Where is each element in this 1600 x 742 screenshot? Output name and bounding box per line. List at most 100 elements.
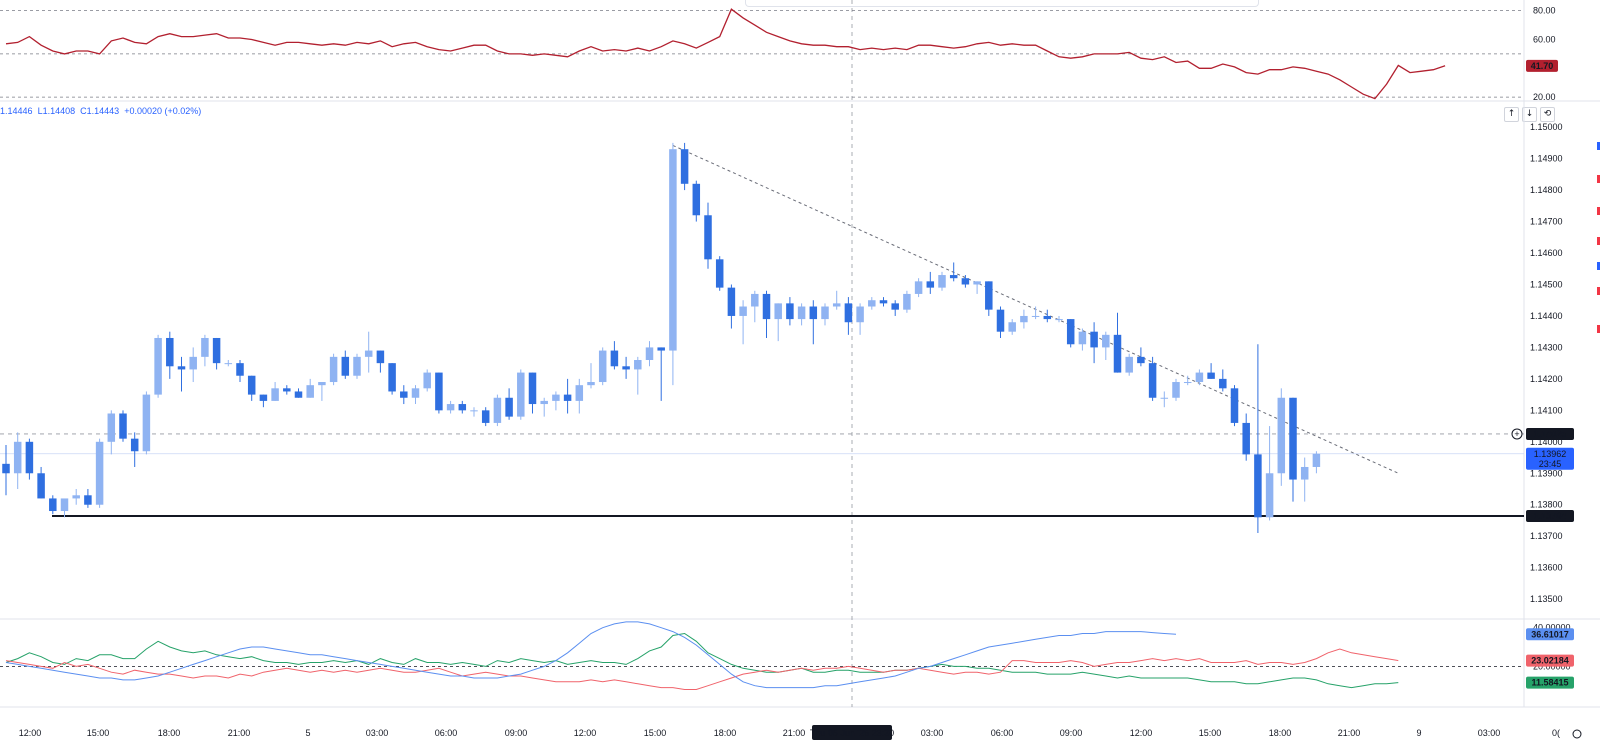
candle-body: [645, 347, 654, 360]
ohlc-legend: 1.14446 L1.14408 C1.14443 +0.00020 (+0.0…: [0, 106, 201, 116]
time-tick-label: 12:00: [1130, 728, 1153, 738]
plus-icon: +: [1514, 429, 1519, 439]
scale-marker: [1597, 325, 1600, 333]
candle-body: [762, 293, 771, 320]
time-tick-label: 15:00: [87, 728, 110, 738]
candle-body: [809, 306, 818, 320]
candle-body: [341, 356, 350, 376]
candle-body: [1090, 331, 1098, 348]
dmi-tick-label: 40.00000: [1533, 623, 1571, 633]
candle-body: [587, 382, 595, 386]
scale-marker: [1597, 207, 1600, 215]
candle-body: [388, 363, 396, 392]
crosshair-time-label: Thu 05 Jun '25 23:30: [810, 728, 894, 738]
candle-body: [154, 337, 162, 395]
candle-body: [1312, 453, 1321, 467]
candle-body: [493, 397, 502, 423]
candle-body: [973, 281, 981, 285]
candle-body: [481, 410, 490, 423]
candle-body: [247, 375, 256, 395]
support-price-label-bg: [1526, 510, 1574, 523]
candle-body: [1031, 315, 1040, 317]
candle-body: [1207, 372, 1215, 379]
candle-body: [1102, 334, 1110, 348]
candle-body: [985, 281, 993, 310]
support-price-label: 1.13764: [1534, 511, 1567, 521]
time-tick-label: 12:00: [19, 728, 42, 738]
candle-body: [60, 498, 69, 512]
candle-body: [376, 350, 385, 364]
candle-body: [563, 394, 572, 401]
dmi-value-label: 23.02184: [1531, 656, 1569, 666]
candle-body: [364, 350, 373, 357]
last-price-label: 1.13962: [1534, 449, 1567, 459]
candle-body: [903, 293, 911, 310]
price-tick-label: 1.13800: [1530, 500, 1563, 510]
candle-body: [2, 463, 10, 474]
move-pane-down-button[interactable]: ↓: [1522, 107, 1537, 122]
candle-body: [72, 495, 80, 499]
candle-body: [622, 366, 630, 370]
pane-controls: ↑ ↓ ⟲: [1504, 107, 1555, 122]
rsi-tick-label: 60.00: [1533, 34, 1556, 44]
candle-body: [996, 309, 1005, 332]
maximize-pane-button[interactable]: ⟲: [1540, 107, 1555, 122]
time-tick-label: 09:00: [505, 728, 528, 738]
candle-body: [528, 372, 537, 405]
price-tick-label: 1.14000: [1530, 437, 1563, 447]
candle-body: [1172, 382, 1180, 398]
ohlc-close: C1.14443: [80, 106, 120, 116]
candle-body: [329, 356, 338, 383]
time-tick-label: 06:00: [991, 728, 1014, 738]
candle-body: [318, 382, 326, 386]
candle-body: [1242, 422, 1250, 455]
candle-body: [540, 400, 548, 405]
candle-body: [1125, 356, 1133, 373]
candle-body: [142, 394, 151, 452]
candle-body: [786, 303, 794, 320]
candle-body: [1008, 322, 1016, 332]
price-tick-label: 1.14600: [1530, 248, 1563, 258]
candle-body: [1043, 315, 1052, 320]
candle-body: [95, 441, 104, 505]
ohlc-open: 1.14446: [0, 106, 33, 116]
candle-body: [1066, 319, 1075, 345]
price-tick-label: 1.14400: [1530, 311, 1563, 321]
candle-body: [400, 391, 408, 398]
price-tick-label: 1.13500: [1530, 594, 1563, 604]
dmi-value-label-bg: [1526, 676, 1574, 689]
bar-countdown-label: 23:45: [1539, 459, 1562, 469]
candle-body: [774, 303, 782, 320]
candle-body: [914, 281, 923, 294]
candle-body: [271, 388, 279, 401]
time-tick-label: 15:00: [644, 728, 667, 738]
candle-body: [868, 300, 876, 307]
price-tick-label: 1.13700: [1530, 531, 1563, 541]
candle-body: [715, 259, 724, 288]
candle-body: [84, 495, 92, 505]
time-tick-label: 15:00: [1199, 728, 1222, 738]
candle-body: [166, 337, 174, 367]
candle-body: [1020, 315, 1028, 323]
candle-body: [130, 438, 139, 452]
candle-body: [224, 363, 233, 365]
candle-body: [1078, 331, 1087, 345]
time-tick-label: 0(: [1552, 728, 1560, 738]
ohlc-low: L1.14408: [37, 106, 76, 116]
dmi-value-label: 11.58415: [1531, 678, 1568, 688]
candle-body: [470, 410, 478, 412]
top-toolbar-edge: [745, 0, 1259, 7]
time-tick-label: 18:00: [158, 728, 181, 738]
candle-body: [1230, 388, 1239, 423]
candle-body: [435, 372, 443, 411]
candle-body: [212, 337, 221, 364]
move-pane-up-button[interactable]: ↑: [1504, 107, 1519, 122]
time-tick-label: 18:00: [714, 728, 737, 738]
candle-body: [189, 356, 197, 370]
candle-body: [821, 306, 829, 320]
candle-body: [1195, 372, 1204, 383]
candle-body: [634, 360, 642, 370]
rsi-value-label-bg: [1526, 59, 1558, 72]
price-tick-label: 1.14200: [1530, 374, 1563, 384]
